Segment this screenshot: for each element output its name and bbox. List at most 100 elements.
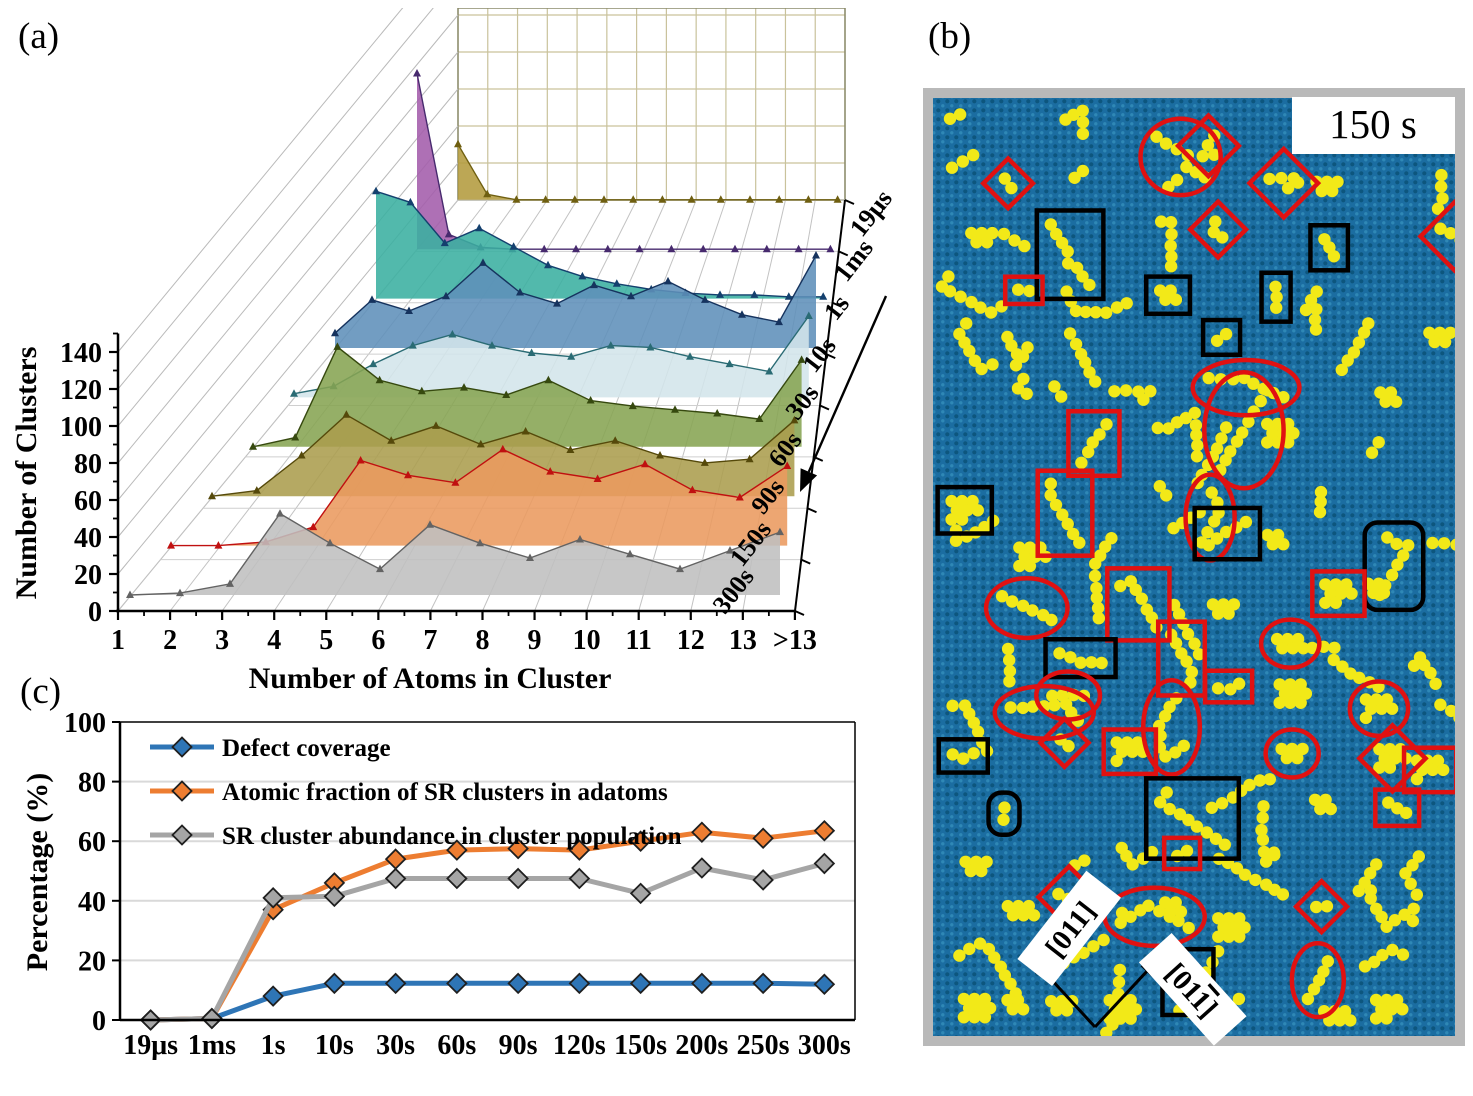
data-point-marker <box>386 869 405 888</box>
atom <box>1345 587 1357 599</box>
atom <box>1165 228 1177 240</box>
atom <box>1111 755 1123 767</box>
y-tick-label: 100 <box>60 412 102 443</box>
atom <box>1100 418 1112 430</box>
atom <box>975 363 987 375</box>
time-stamp-badge: 150 s <box>1292 97 1455 154</box>
data-point-marker <box>447 974 466 993</box>
atom <box>1170 294 1182 306</box>
atom <box>1121 297 1133 309</box>
atom <box>1257 834 1269 846</box>
y-tick-label: 120 <box>60 375 102 406</box>
atom <box>1186 666 1198 678</box>
atom <box>963 943 975 955</box>
series-area <box>458 144 838 200</box>
atom <box>1426 537 1438 549</box>
data-point-marker <box>667 245 675 253</box>
atom <box>1126 858 1138 870</box>
atom <box>1077 165 1089 177</box>
atom <box>1390 396 1402 408</box>
series-sr-cluster-abundance-in-cluster-population <box>141 854 834 1029</box>
legend-marker <box>173 782 192 801</box>
time-stamp-text: 150 s <box>1329 101 1417 147</box>
panel-c-y-axis-title: Percentage (%) <box>21 773 54 972</box>
atom <box>998 801 1010 813</box>
y-tick-label: 140 <box>60 338 102 369</box>
series-line <box>151 983 825 1020</box>
x-tick-label: 5 <box>319 625 333 656</box>
atom <box>1429 678 1441 690</box>
atom <box>1397 948 1409 960</box>
series-edge-line <box>458 144 838 200</box>
data-point-marker <box>368 295 376 303</box>
atom <box>1325 803 1337 815</box>
atom <box>1097 934 1109 946</box>
atom <box>1077 128 1089 140</box>
atom <box>1330 597 1342 609</box>
x-tick-label: 4 <box>267 625 281 656</box>
data-point-marker <box>692 859 711 878</box>
atom <box>1220 421 1232 433</box>
x-tick-label: 90s <box>499 1030 538 1061</box>
data-point-marker <box>542 195 550 203</box>
atom <box>1181 845 1193 857</box>
data-point-marker <box>509 974 528 993</box>
x-tick-label: 8 <box>475 625 489 656</box>
data-point-marker <box>812 251 820 259</box>
atom <box>1220 328 1232 340</box>
atom <box>1380 1012 1392 1024</box>
y-tick-label: 0 <box>88 597 102 628</box>
atom <box>1203 372 1215 384</box>
atom <box>1062 740 1074 752</box>
series-edge-line <box>417 73 830 249</box>
y-tick-label: 20 <box>74 560 102 591</box>
depth-axis-tick <box>808 508 817 512</box>
x-tick-label: 120s <box>553 1030 606 1061</box>
atom <box>1240 516 1252 528</box>
data-point-marker <box>804 195 812 203</box>
atom <box>1257 800 1269 812</box>
atom <box>1208 515 1220 527</box>
atom <box>1435 169 1447 181</box>
legend-label: Atomic fraction of SR clusters in adatom… <box>222 779 668 806</box>
atom-cluster <box>1274 678 1313 709</box>
atom <box>1075 657 1087 669</box>
x-tick-label: 300s <box>798 1030 851 1061</box>
atom-cluster <box>1212 912 1251 943</box>
atom <box>1310 323 1322 335</box>
data-point-marker <box>325 974 344 993</box>
x-tick-label: 60s <box>437 1030 476 1061</box>
data-point-marker <box>795 245 803 253</box>
atom <box>1152 422 1164 434</box>
atom <box>1160 137 1172 149</box>
legend-label: Defect coverage <box>222 735 391 762</box>
x-tick-label: 1ms <box>188 1030 236 1061</box>
data-point-marker <box>750 290 758 298</box>
data-point-marker <box>754 829 773 848</box>
atom-cluster <box>958 993 997 1024</box>
atom <box>1010 359 1022 371</box>
atom <box>1178 740 1190 752</box>
atom <box>1373 436 1385 448</box>
atom <box>1438 537 1450 549</box>
atom-cluster <box>1269 281 1283 314</box>
x-tick-label: 9 <box>528 625 542 656</box>
data-point-marker <box>815 854 834 873</box>
atom <box>1328 642 1340 654</box>
atom <box>1020 388 1032 400</box>
atom <box>1310 303 1322 315</box>
atom <box>1302 993 1314 1005</box>
depth-axis-tick <box>820 406 829 410</box>
atom <box>1005 182 1017 194</box>
atom <box>1137 394 1149 406</box>
atom <box>1310 901 1322 913</box>
atom <box>1073 537 1085 549</box>
atom <box>1142 900 1154 912</box>
x-tick-label: 11 <box>625 625 651 656</box>
atom <box>1295 697 1307 709</box>
data-point-marker <box>604 245 612 253</box>
atom <box>1165 216 1177 228</box>
